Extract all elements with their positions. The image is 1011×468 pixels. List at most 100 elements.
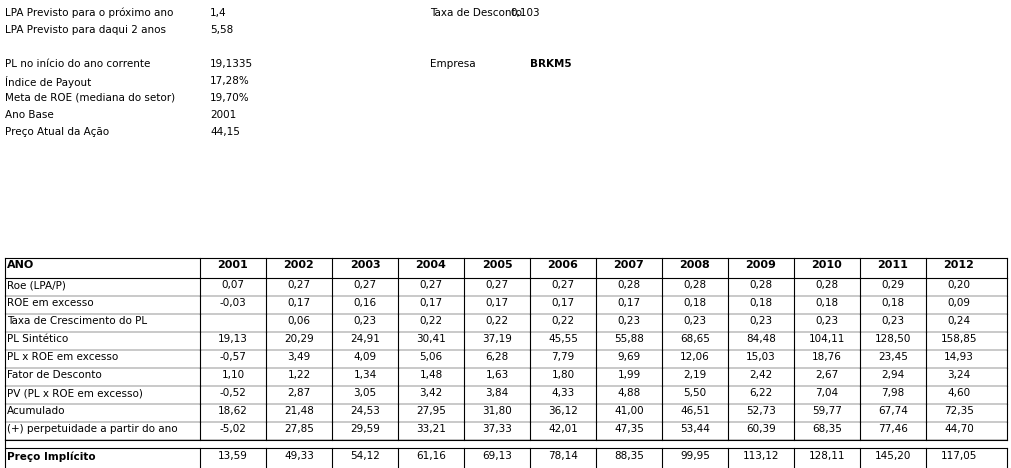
Text: 128,11: 128,11 <box>808 451 844 461</box>
Text: 99,95: 99,95 <box>679 451 710 461</box>
Text: 7,04: 7,04 <box>815 388 838 398</box>
Text: 2010: 2010 <box>811 260 841 270</box>
Text: 29,59: 29,59 <box>350 424 379 434</box>
Text: 1,10: 1,10 <box>221 370 245 380</box>
Text: 0,27: 0,27 <box>551 280 574 290</box>
Text: 21,48: 21,48 <box>284 406 313 416</box>
Text: Meta de ROE (mediana do setor): Meta de ROE (mediana do setor) <box>5 93 175 103</box>
Text: 3,42: 3,42 <box>419 388 442 398</box>
Text: 2008: 2008 <box>679 260 710 270</box>
Text: 117,05: 117,05 <box>940 451 977 461</box>
Text: 3,05: 3,05 <box>353 388 376 398</box>
Text: 0,16: 0,16 <box>353 298 376 308</box>
Text: 0,28: 0,28 <box>682 280 706 290</box>
Text: 78,14: 78,14 <box>548 451 577 461</box>
Text: -0,03: -0,03 <box>219 298 246 308</box>
Text: 0,28: 0,28 <box>815 280 838 290</box>
Text: 2001: 2001 <box>210 110 236 120</box>
Text: 42,01: 42,01 <box>548 424 577 434</box>
Text: ANO: ANO <box>7 260 34 270</box>
Text: 2001: 2001 <box>217 260 248 270</box>
Text: 36,12: 36,12 <box>548 406 577 416</box>
Text: 72,35: 72,35 <box>943 406 973 416</box>
Text: 30,41: 30,41 <box>416 334 446 344</box>
Text: 145,20: 145,20 <box>874 451 910 461</box>
Text: 0,27: 0,27 <box>419 280 442 290</box>
Text: 1,34: 1,34 <box>353 370 376 380</box>
Text: 3,49: 3,49 <box>287 352 310 362</box>
Text: 1,63: 1,63 <box>485 370 509 380</box>
Text: 61,16: 61,16 <box>416 451 446 461</box>
Text: 2,19: 2,19 <box>682 370 706 380</box>
Text: 0,27: 0,27 <box>353 280 376 290</box>
Text: 0,23: 0,23 <box>815 316 838 326</box>
Text: 52,73: 52,73 <box>745 406 775 416</box>
Text: Preço Implícito: Preço Implícito <box>7 451 95 461</box>
Text: 77,46: 77,46 <box>878 424 907 434</box>
Text: 44,15: 44,15 <box>210 127 240 137</box>
Text: 37,33: 37,33 <box>481 424 512 434</box>
Text: 59,77: 59,77 <box>811 406 841 416</box>
Text: 2004: 2004 <box>416 260 446 270</box>
Text: 0,23: 0,23 <box>617 316 640 326</box>
Text: 3,24: 3,24 <box>946 370 970 380</box>
Text: 0,23: 0,23 <box>353 316 376 326</box>
Text: 0,17: 0,17 <box>287 298 310 308</box>
Text: 0,20: 0,20 <box>946 280 970 290</box>
Text: 2,67: 2,67 <box>815 370 838 380</box>
Text: 17,28%: 17,28% <box>210 76 250 86</box>
Text: 68,35: 68,35 <box>811 424 841 434</box>
Text: 2011: 2011 <box>877 260 908 270</box>
Text: 0,103: 0,103 <box>510 8 539 18</box>
Text: 5,58: 5,58 <box>210 25 233 35</box>
Text: 0,24: 0,24 <box>946 316 970 326</box>
Text: 20,29: 20,29 <box>284 334 313 344</box>
Text: 69,13: 69,13 <box>481 451 512 461</box>
Text: 53,44: 53,44 <box>679 424 710 434</box>
Text: 6,28: 6,28 <box>485 352 509 362</box>
Text: 0,23: 0,23 <box>881 316 904 326</box>
Text: 1,48: 1,48 <box>419 370 442 380</box>
Text: 27,95: 27,95 <box>416 406 446 416</box>
Text: 2007: 2007 <box>613 260 644 270</box>
Text: 24,91: 24,91 <box>350 334 379 344</box>
Text: 2003: 2003 <box>350 260 380 270</box>
Text: 2012: 2012 <box>942 260 974 270</box>
Text: 158,85: 158,85 <box>940 334 977 344</box>
Text: 24,53: 24,53 <box>350 406 379 416</box>
Text: Fator de Desconto: Fator de Desconto <box>7 370 102 380</box>
Text: 128,50: 128,50 <box>874 334 910 344</box>
Text: 2,87: 2,87 <box>287 388 310 398</box>
Text: 0,09: 0,09 <box>946 298 970 308</box>
Text: 1,80: 1,80 <box>551 370 574 380</box>
Text: 23,45: 23,45 <box>878 352 907 362</box>
Text: PV (PL x ROE em excesso): PV (PL x ROE em excesso) <box>7 388 143 398</box>
Text: (+) perpetuidade a partir do ano: (+) perpetuidade a partir do ano <box>7 424 178 434</box>
Text: 14,93: 14,93 <box>943 352 973 362</box>
Text: 0,29: 0,29 <box>881 280 904 290</box>
Text: 19,13: 19,13 <box>217 334 248 344</box>
Text: 18,62: 18,62 <box>217 406 248 416</box>
Text: 33,21: 33,21 <box>416 424 446 434</box>
Text: 84,48: 84,48 <box>745 334 775 344</box>
Text: 7,98: 7,98 <box>881 388 904 398</box>
Text: PL no início do ano corrente: PL no início do ano corrente <box>5 59 151 69</box>
Text: 6,22: 6,22 <box>748 388 771 398</box>
Text: 37,19: 37,19 <box>481 334 512 344</box>
Text: 18,76: 18,76 <box>811 352 841 362</box>
Text: 0,28: 0,28 <box>749 280 771 290</box>
Text: 4,33: 4,33 <box>551 388 574 398</box>
Text: Acumulado: Acumulado <box>7 406 66 416</box>
Text: 4,88: 4,88 <box>617 388 640 398</box>
Text: 0,28: 0,28 <box>617 280 640 290</box>
Text: 0,17: 0,17 <box>551 298 574 308</box>
Text: 3,84: 3,84 <box>485 388 509 398</box>
Text: Taxa de Desconto: Taxa de Desconto <box>430 8 522 18</box>
Text: Ano Base: Ano Base <box>5 110 54 120</box>
Text: 1,22: 1,22 <box>287 370 310 380</box>
Text: 5,06: 5,06 <box>419 352 442 362</box>
Text: 0,22: 0,22 <box>551 316 574 326</box>
Text: 49,33: 49,33 <box>284 451 313 461</box>
Text: 0,07: 0,07 <box>221 280 245 290</box>
Text: 0,18: 0,18 <box>815 298 838 308</box>
